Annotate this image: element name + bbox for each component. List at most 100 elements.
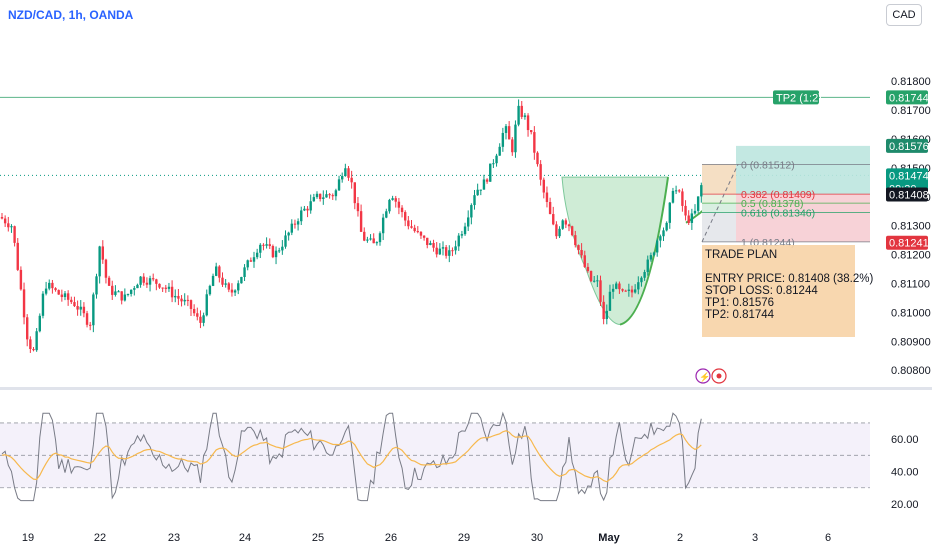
candle-body — [498, 146, 501, 156]
candle-body — [278, 250, 281, 252]
candle-body — [26, 317, 29, 340]
x-tick-label: 19 — [22, 532, 34, 544]
candle-body — [444, 247, 448, 256]
candle-body — [627, 289, 631, 291]
x-tick-label: 25 — [312, 532, 324, 544]
candle-body — [630, 289, 634, 293]
candle-body — [309, 201, 312, 211]
candle-body — [473, 195, 476, 206]
candle-body — [366, 239, 369, 241]
candle-body — [356, 203, 360, 212]
candle-body — [432, 242, 435, 248]
candle-body — [693, 210, 697, 214]
tp2-price-tag-label-box — [773, 90, 819, 105]
currency-button[interactable]: CAD — [886, 4, 922, 26]
candle-body — [215, 266, 218, 276]
stop-price-tag — [886, 235, 928, 250]
candle-body — [633, 289, 637, 293]
candle-body — [133, 288, 136, 290]
candle-body — [161, 287, 164, 289]
x-tick-label: 29 — [458, 532, 470, 544]
candle-body — [57, 290, 60, 295]
candle-body — [152, 278, 155, 280]
y-tick-label: 0.80900 — [891, 336, 931, 348]
candle-body — [517, 105, 520, 125]
candle-body — [296, 221, 300, 225]
candle-body — [139, 276, 142, 285]
candle-body — [255, 252, 259, 258]
candle-body — [186, 299, 190, 301]
candle-body — [410, 226, 413, 228]
candle-body — [526, 115, 530, 131]
trade-plan-tp2: TP2: 0.81744 — [705, 309, 775, 321]
candle-body — [95, 276, 98, 295]
candle-body — [331, 195, 334, 197]
x-tick-label: 22 — [94, 532, 106, 544]
candle-body — [170, 286, 174, 298]
candle-body — [615, 283, 618, 289]
candle-body — [665, 222, 668, 231]
candle-body — [602, 301, 605, 320]
flag-canada-icon-dot — [716, 373, 722, 379]
x-tick-label: 30 — [531, 532, 543, 544]
candle-body — [32, 348, 35, 351]
rsi-tick-label: 20.00 — [891, 499, 919, 511]
candle-body — [577, 245, 580, 250]
candle-body — [284, 235, 287, 247]
candle-body — [192, 308, 196, 314]
candle-body — [492, 163, 495, 165]
candle-body — [48, 282, 51, 289]
candle-body — [183, 299, 186, 302]
fib-band — [702, 194, 736, 204]
candle-body — [381, 217, 385, 234]
y-tick-label: 0.81200 — [891, 250, 931, 262]
y-tick-label: 0.80800 — [891, 365, 931, 377]
candle-body — [89, 324, 92, 326]
candle-body — [353, 182, 356, 204]
candle-body — [104, 259, 108, 278]
candle-body — [230, 289, 234, 293]
candle-body — [542, 179, 545, 193]
candle-body — [422, 235, 426, 238]
candle-body — [416, 231, 419, 233]
trade-plan-tp1: TP1: 0.81576 — [705, 297, 774, 309]
candle-body — [70, 299, 73, 303]
candle-body — [3, 218, 7, 224]
candle-body — [303, 208, 306, 211]
candle-body — [337, 179, 341, 191]
candle-body — [404, 212, 407, 221]
candle-body — [92, 294, 95, 326]
candle-body — [271, 246, 275, 258]
x-tick-label: May — [598, 532, 620, 544]
last-price-tag-value: 0.81474 — [889, 170, 929, 182]
candle-body — [640, 277, 643, 283]
fib-level-label: 0.382 (0.81409) — [741, 189, 815, 201]
candle-body — [259, 244, 262, 253]
candle-body — [237, 283, 240, 291]
candle-body — [407, 220, 410, 227]
trade-plan-box — [702, 245, 855, 337]
trade-plan-stop: STOP LOSS: 0.81244 — [705, 285, 818, 297]
candle-body — [101, 246, 104, 260]
candle-body — [696, 196, 700, 211]
tp2-price-tag-value: 0.81744 — [889, 92, 929, 104]
rsi-tick-label: 60.00 — [891, 434, 919, 446]
candle-body — [583, 255, 586, 267]
candle-body — [570, 226, 574, 236]
x-tick-label: 2 — [677, 532, 683, 544]
candle-body — [252, 257, 256, 262]
candle-body — [221, 277, 224, 285]
candle-body — [196, 313, 199, 317]
candle-body — [687, 215, 690, 223]
candle-body — [13, 226, 16, 243]
flash-icon-glyph: ⚡ — [699, 371, 710, 383]
candle-body — [555, 224, 558, 237]
fib-band — [702, 203, 736, 213]
candle-body — [41, 293, 45, 316]
candle-body — [574, 235, 577, 246]
candle-body — [470, 205, 473, 218]
candle-body — [375, 242, 379, 244]
candle-body — [117, 291, 120, 293]
x-tick-label: 3 — [752, 532, 758, 544]
